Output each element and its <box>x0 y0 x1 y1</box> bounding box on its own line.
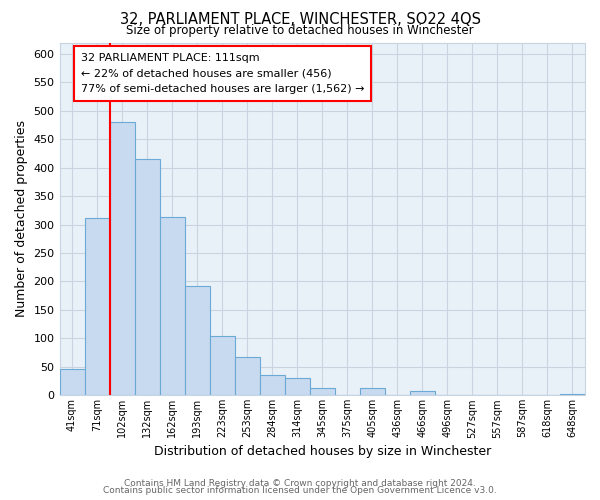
Bar <box>235 357 260 396</box>
Bar <box>110 122 134 396</box>
Bar <box>134 159 160 396</box>
Bar <box>310 388 335 396</box>
Text: 32, PARLIAMENT PLACE, WINCHESTER, SO22 4QS: 32, PARLIAMENT PLACE, WINCHESTER, SO22 4… <box>119 12 481 28</box>
Bar <box>260 376 285 396</box>
Bar <box>285 378 310 396</box>
Text: Size of property relative to detached houses in Winchester: Size of property relative to detached ho… <box>126 24 474 37</box>
Bar <box>360 388 385 396</box>
Y-axis label: Number of detached properties: Number of detached properties <box>15 120 28 318</box>
Bar <box>209 336 235 396</box>
Bar <box>160 216 185 396</box>
Text: 32 PARLIAMENT PLACE: 111sqm
← 22% of detached houses are smaller (456)
77% of se: 32 PARLIAMENT PLACE: 111sqm ← 22% of det… <box>80 53 364 94</box>
Bar <box>410 390 435 396</box>
Bar <box>560 394 585 396</box>
Bar <box>185 286 209 396</box>
X-axis label: Distribution of detached houses by size in Winchester: Distribution of detached houses by size … <box>154 444 491 458</box>
Bar <box>85 218 110 396</box>
Text: Contains public sector information licensed under the Open Government Licence v3: Contains public sector information licen… <box>103 486 497 495</box>
Text: Contains HM Land Registry data © Crown copyright and database right 2024.: Contains HM Land Registry data © Crown c… <box>124 478 476 488</box>
Bar <box>59 368 85 396</box>
